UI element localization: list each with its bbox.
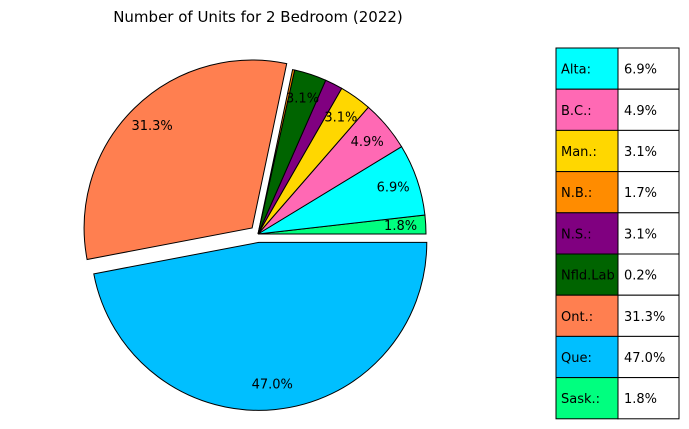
table-value-n-b: 1.7% [624, 186, 657, 201]
table-value-cell [617, 253, 680, 296]
table-value-cell [617, 335, 680, 379]
pie-slice-ont [83, 59, 288, 261]
table-label-sask: Sask.: [561, 392, 600, 407]
table-swatch-nfld-lab [555, 253, 619, 296]
table-value-que: 47.0% [624, 351, 665, 366]
table-value-ont: 31.3% [624, 310, 665, 325]
pie-label-ont: 31.3% [131, 119, 172, 134]
table-label-n-b: N.B.: [561, 186, 592, 201]
table-swatch-b-c [555, 88, 619, 131]
pie-label-que: 47.0% [252, 378, 293, 393]
pie-label-man: 3.1% [324, 111, 357, 126]
table-value-n-s: 3.1% [624, 227, 657, 242]
table-label-b-c: B.C.: [561, 104, 592, 119]
legend-table: Alta: 6.9% B.C.: 4.9% Man.: 3.1% N.B.: 1.7% N.S.… [555, 47, 680, 420]
table-swatch-n-s [555, 212, 619, 255]
pie-label-sask: 1.8% [384, 219, 417, 234]
table-value-cell [617, 171, 680, 214]
table-swatch-ont [555, 294, 619, 337]
pie-label-alta: 6.9% [377, 181, 410, 196]
pie-label-b-c: 4.9% [351, 135, 384, 150]
table-label-alta: Alta: [561, 63, 591, 78]
pie-slices [83, 59, 428, 411]
table-label-ont: Ont.: [561, 310, 593, 325]
pie-slice-n-b [257, 69, 296, 235]
table-value-man: 3.1% [624, 145, 657, 160]
table-value-cell [617, 88, 680, 131]
chart-title: Number of Units for 2 Bedroom (2022) [113, 8, 403, 26]
table-value-cell [617, 377, 680, 420]
table-value-cell [617, 212, 680, 255]
table-label-nfld-lab: Nfld.Lab [561, 269, 615, 284]
table-label-man: Man.: [561, 145, 597, 160]
table-swatch-sask [555, 377, 619, 420]
table-value-sask: 1.8% [624, 392, 657, 407]
pie-label-nfld-lab: 3.1% [286, 91, 319, 106]
table-label-que: Que: [561, 351, 592, 366]
table-value-b-c: 4.9% [624, 104, 657, 119]
table-swatch-que [555, 335, 619, 379]
pie-labels: 1.8% 6.9% 4.9% 3.1% 3.1% 31.3% 47.0% [131, 91, 417, 392]
table-swatch-n-b [555, 171, 619, 214]
pie-slice-que [93, 241, 428, 411]
table-value-cell [617, 129, 680, 173]
table-value-nfld-lab: 0.2% [624, 269, 657, 284]
table-value-alta: 6.9% [624, 63, 657, 78]
table-value-cell [617, 47, 680, 90]
table-label-n-s: N.S.: [561, 227, 592, 242]
table-value-cell [617, 294, 680, 337]
